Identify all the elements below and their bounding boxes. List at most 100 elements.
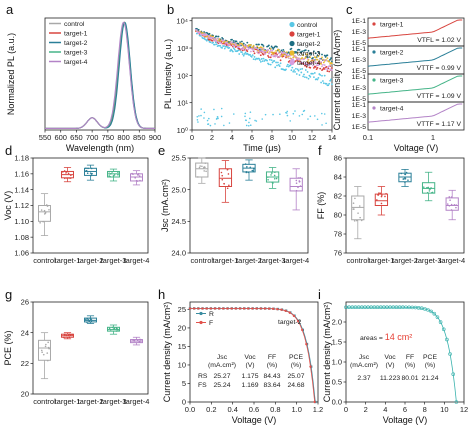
panel-a-xtick-label: 650: [70, 133, 83, 142]
panel-i-table-cell: 2.37: [357, 375, 370, 382]
data-point: [43, 209, 46, 212]
panel-b-noise-point: [247, 124, 250, 127]
panel-b-point: [252, 58, 255, 61]
panel-b-point: [241, 42, 243, 45]
panel-h-table-unit: (%): [267, 362, 278, 369]
data-point: [273, 177, 276, 180]
panel-b-point: [262, 45, 265, 47]
data-point: [86, 321, 88, 324]
panel-e-box-control: [195, 157, 209, 184]
panel-a-ylabel: Normalized PL (a.u.): [6, 33, 16, 115]
panel-b-legend-swatch: [289, 50, 295, 56]
panel-b-point: [331, 69, 333, 71]
panel-h-table-row-label: FS: [198, 382, 207, 389]
panel-b-point: [246, 50, 249, 53]
data-point: [353, 220, 356, 222]
panel-b-point: [215, 43, 218, 46]
panel-b-point: [197, 28, 200, 31]
panel-e-category-label: target-3: [260, 256, 286, 265]
panel-b-point: [263, 51, 266, 53]
panel-b-point: [259, 47, 262, 50]
data-point: [226, 187, 229, 190]
panel-b-point: [321, 53, 323, 56]
panel-h-xtick-label: 0.0: [185, 405, 195, 414]
data-point: [131, 172, 133, 175]
panel-b-point: [244, 48, 247, 51]
panel-h-xtick-label: 0.8: [270, 405, 280, 414]
data-point: [203, 170, 205, 172]
panel-b-point: [278, 50, 281, 53]
panel-b-noise-point: [248, 121, 250, 124]
panel-b-xtick-label: 14: [328, 133, 336, 142]
panel-g-ylabel: PCE (%): [3, 330, 13, 365]
data-point: [449, 199, 451, 201]
panel-b-point: [301, 56, 304, 59]
panel-b-noise-point: [220, 115, 223, 118]
panel-a-xlabel: Wavelength (nm): [66, 143, 134, 153]
panel-c-legend-swatch: [372, 106, 376, 110]
panel-b-point: [262, 53, 265, 56]
panel-f-category-label: target-3: [416, 256, 442, 265]
panel-b-point: [238, 53, 241, 55]
panel-b-point: [276, 45, 278, 48]
panel-b-point: [322, 80, 324, 82]
data-point: [65, 172, 67, 174]
panel-b-point: [205, 39, 208, 42]
panel-b-point: [320, 81, 322, 84]
panel-c-series-target-3: [367, 75, 463, 95]
panel-a-legend-label: target-3: [64, 50, 88, 57]
data-point: [404, 181, 406, 184]
panel-e-ytick-label: 24.5: [171, 217, 186, 226]
panel-b-noise-point: [223, 124, 225, 127]
panel-h-ylabel: Current density (mA/cm²): [162, 302, 172, 403]
data-point: [136, 173, 139, 176]
box: [218, 168, 233, 187]
data-point: [202, 166, 205, 169]
data-point: [376, 199, 378, 201]
panel-b-point: [313, 58, 315, 61]
panel-b-point: [276, 54, 278, 57]
panel-b-noise-point: [285, 111, 287, 114]
panel-c-annotation: VTTF = 1.09 V: [417, 93, 462, 100]
panel-b-point: [323, 74, 326, 77]
panel-b-point: [292, 70, 295, 73]
panel-b-point: [286, 51, 288, 54]
panel-b-point: [331, 62, 333, 65]
panel-b-noise-point: [245, 124, 248, 127]
data-point: [115, 327, 118, 329]
panel-h-table-header: FF: [268, 354, 276, 361]
panel-b-point: [243, 53, 246, 55]
data-point: [428, 188, 431, 190]
panel-b-point: [252, 44, 255, 47]
panel-h-table-cell: 1.175: [241, 373, 258, 380]
panel-i-table-unit: (V): [385, 362, 394, 369]
data-point: [354, 197, 356, 200]
panel-b-point: [212, 36, 215, 39]
panel-b-point: [223, 39, 225, 42]
panel-b-point: [321, 65, 323, 68]
panel-d-label: d: [5, 143, 12, 158]
panel-e-box-target-3: [265, 167, 280, 189]
marker: [426, 308, 430, 312]
panel-b-point: [246, 46, 249, 49]
panel-b-point: [307, 77, 310, 80]
panel-c-ylabel: Current density (mA/cm²): [332, 30, 342, 131]
panel-b-point: [304, 49, 307, 52]
data-point: [360, 219, 363, 222]
data-point: [46, 352, 49, 354]
data-point: [404, 173, 407, 176]
panel-b-point: [219, 44, 222, 47]
panel-b-point: [268, 63, 270, 66]
panel-d-box-target-3: [107, 168, 120, 182]
data-point: [68, 336, 71, 339]
data-point: [377, 194, 379, 196]
panel-b-noise-point: [200, 114, 202, 117]
panel-b-point: [261, 43, 264, 46]
panel-b-point: [318, 63, 321, 66]
panel-b-point: [268, 56, 270, 59]
data-point: [63, 177, 66, 180]
panel-d-box-target-2: [84, 164, 97, 181]
panel-b-point: [206, 37, 209, 39]
panel-b-point: [271, 49, 274, 52]
panel-b-legend-label: target-1: [297, 32, 321, 39]
